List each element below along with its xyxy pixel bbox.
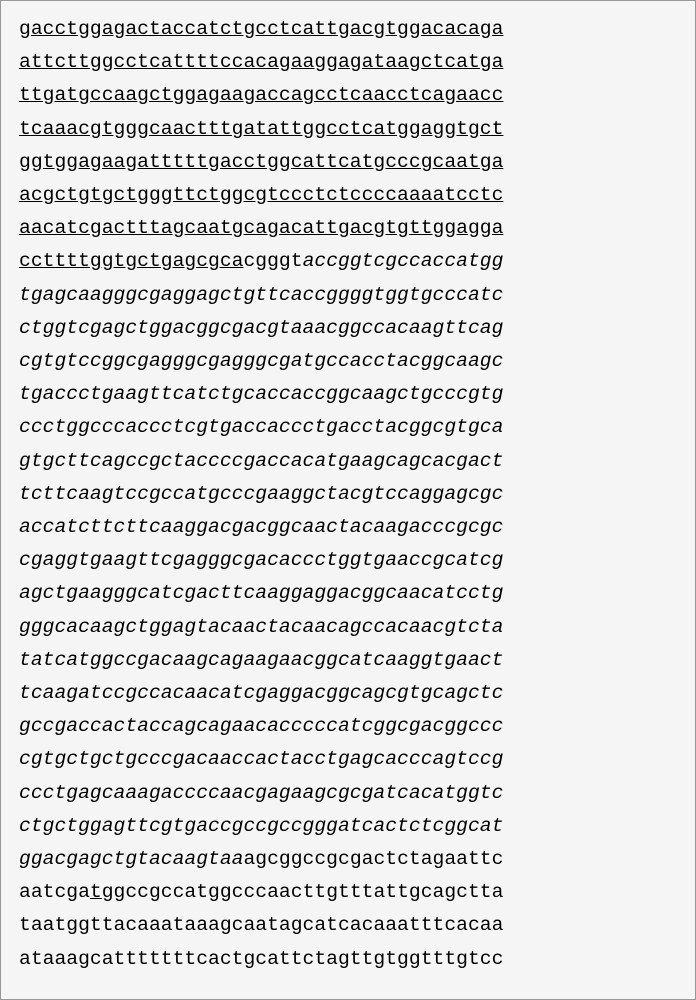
seq-segment: tgaccctgaagttcatctgcaccaccggcaagctgcccgt… — [19, 383, 503, 405]
seq-segment: cgggt — [243, 250, 302, 272]
seq-line-25: ggacgagctgtacaagtaaagcggccgcgactctagaatt… — [19, 843, 677, 876]
seq-segment: agcggccgcgactctagaattc — [243, 848, 503, 870]
seq-segment: ggtggagaagatttttgacctggcattcatgcccgcaatg… — [19, 151, 503, 173]
seq-line-10: cgtgtccggcgagggcgagggcgatgccacctacggcaag… — [19, 345, 677, 378]
seq-line-20: tcaagatccgccacaacatcgaggacggcagcgtgcagct… — [19, 677, 677, 710]
seq-line-12: ccctggcccaccctcgtgaccaccctgacctacggcgtgc… — [19, 411, 677, 444]
seq-segment: ttgatgccaagctggagaagaccagcctcaacctcagaac… — [19, 84, 503, 106]
seq-segment: ggacgagctgtacaagtaa — [19, 848, 243, 870]
seq-segment: aacatcgactttagcaatgcagacattgacgtgttggagg… — [19, 217, 503, 239]
seq-segment: cgtgctgctgcccgacaaccactacctgagcacccagtcc… — [19, 748, 503, 770]
seq-line-16: cgaggtgaagttcgagggcgacaccctggtgaaccgcatc… — [19, 544, 677, 577]
seq-line-6: aacatcgactttagcaatgcagacattgacgtgttggagg… — [19, 212, 677, 245]
seq-segment: attcttggcctcattttccacagaaggagataagctcatg… — [19, 51, 503, 73]
seq-line-18: gggcacaagctggagtacaactacaacagccacaacgtct… — [19, 611, 677, 644]
seq-segment: tgagcaagggcgaggagctgttcaccggggtggtgcccat… — [19, 284, 503, 306]
seq-line-21: gccgaccactaccagcagaacacccccatcggcgacggcc… — [19, 710, 677, 743]
seq-segment: ggccgccatggcccaacttgtttattgcagctta — [102, 881, 504, 903]
seq-line-13: gtgcttcagccgctaccccgaccacatgaagcagcacgac… — [19, 445, 677, 478]
seq-segment: aatcga — [19, 881, 90, 903]
seq-segment: accatcttcttcaaggacgacggcaactacaagacccgcg… — [19, 516, 503, 538]
seq-segment: ccctgagcaaagaccccaacgagaagcgcgatcacatggt… — [19, 782, 503, 804]
seq-line-15: accatcttcttcaaggacgacggcaactacaagacccgcg… — [19, 511, 677, 544]
seq-segment: gacctggagactaccatctgcctcattgacgtggacacag… — [19, 18, 503, 40]
seq-line-3: tcaaacgtgggcaactttgatattggcctcatggaggtgc… — [19, 113, 677, 146]
seq-segment: t — [90, 881, 102, 903]
seq-line-9: ctggtcgagctggacggcgacgtaaacggccacaagttca… — [19, 312, 677, 345]
seq-segment: gccgaccactaccagcagaacacccccatcggcgacggcc… — [19, 715, 503, 737]
seq-segment: gggcacaagctggagtacaactacaacagccacaacgtct… — [19, 616, 503, 638]
seq-segment: tatcatggccgacaagcagaagaacggcatcaaggtgaac… — [19, 649, 503, 671]
seq-segment: acgctgtgctgggttctggcgtccctctccccaaaatcct… — [19, 184, 503, 206]
seq-segment: ctggtcgagctggacggcgacgtaaacggccacaagttca… — [19, 317, 503, 339]
seq-segment: cgaggtgaagttcgagggcgacaccctggtgaaccgcatc… — [19, 549, 503, 571]
seq-segment: tcttcaagtccgccatgcccgaaggctacgtccaggagcg… — [19, 483, 503, 505]
seq-line-27: taatggttacaaataaagcaatagcatcacaaatttcaca… — [19, 909, 677, 942]
seq-line-24: ctgctggagttcgtgaccgccgccgggatcactctcggca… — [19, 810, 677, 843]
seq-segment: agctgaagggcatcgacttcaaggaggacggcaacatcct… — [19, 582, 503, 604]
seq-line-14: tcttcaagtccgccatgcccgaaggctacgtccaggagcg… — [19, 478, 677, 511]
seq-line-2: ttgatgccaagctggagaagaccagcctcaacctcagaac… — [19, 79, 677, 112]
seq-segment: tcaaacgtgggcaactttgatattggcctcatggaggtgc… — [19, 118, 503, 140]
seq-line-0: gacctggagactaccatctgcctcattgacgtggacacag… — [19, 13, 677, 46]
seq-line-7: ccttttggtgctgagcgcacgggtaccggtcgccaccatg… — [19, 245, 677, 278]
seq-line-17: agctgaagggcatcgacttcaaggaggacggcaacatcct… — [19, 577, 677, 610]
seq-line-26: aatcgatggccgccatggcccaacttgtttattgcagctt… — [19, 876, 677, 909]
seq-line-28: ataaagcatttttttcactgcattctagttgtggtttgtc… — [19, 943, 677, 976]
seq-line-5: acgctgtgctgggttctggcgtccctctccccaaaatcct… — [19, 179, 677, 212]
seq-segment: tcaagatccgccacaacatcgaggacggcagcgtgcagct… — [19, 682, 503, 704]
seq-line-23: ccctgagcaaagaccccaacgagaagcgcgatcacatggt… — [19, 777, 677, 810]
seq-segment: ccttttggtgctgagcgca — [19, 250, 243, 272]
seq-line-8: tgagcaagggcgaggagctgttcaccggggtggtgcccat… — [19, 279, 677, 312]
seq-line-1: attcttggcctcattttccacagaaggagataagctcatg… — [19, 46, 677, 79]
seq-line-4: ggtggagaagatttttgacctggcattcatgcccgcaatg… — [19, 146, 677, 179]
seq-segment: accggtcgccaccatgg — [303, 250, 504, 272]
seq-line-11: tgaccctgaagttcatctgcaccaccggcaagctgcccgt… — [19, 378, 677, 411]
seq-segment: cgtgtccggcgagggcgagggcgatgccacctacggcaag… — [19, 350, 503, 372]
seq-segment: ctgctggagttcgtgaccgccgccgggatcactctcggca… — [19, 815, 503, 837]
seq-line-19: tatcatggccgacaagcagaagaacggcatcaaggtgaac… — [19, 644, 677, 677]
sequence-block: gacctggagactaccatctgcctcattgacgtggacacag… — [0, 0, 696, 1000]
seq-segment: taatggttacaaataaagcaatagcatcacaaatttcaca… — [19, 914, 503, 936]
seq-segment: gtgcttcagccgctaccccgaccacatgaagcagcacgac… — [19, 450, 503, 472]
seq-line-22: cgtgctgctgcccgacaaccactacctgagcacccagtcc… — [19, 743, 677, 776]
seq-segment: ccctggcccaccctcgtgaccaccctgacctacggcgtgc… — [19, 416, 503, 438]
seq-segment: ataaagcatttttttcactgcattctagttgtggtttgtc… — [19, 948, 503, 970]
